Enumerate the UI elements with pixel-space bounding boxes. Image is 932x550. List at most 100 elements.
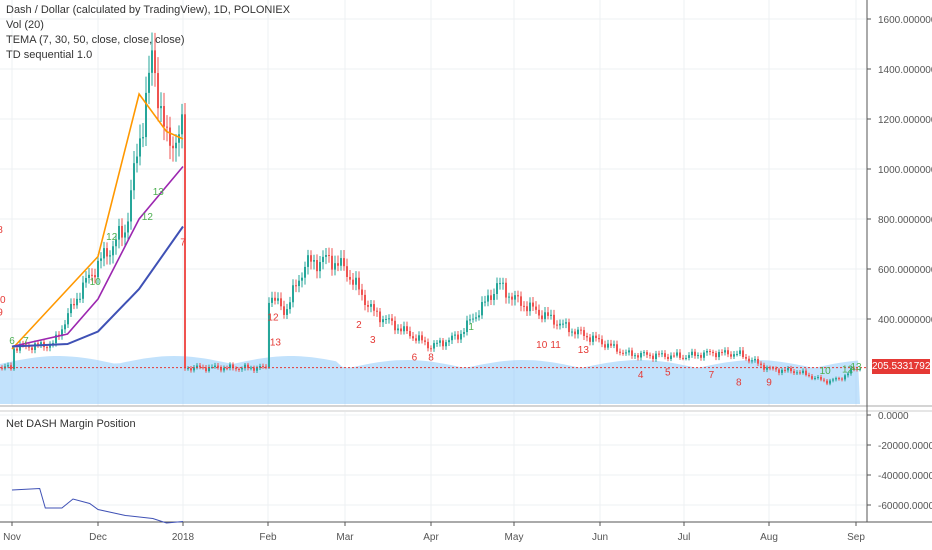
candle-body	[802, 370, 804, 373]
candle-body	[409, 331, 411, 337]
candle-body	[262, 366, 264, 368]
candle-body	[151, 50, 153, 73]
candle-body	[256, 367, 258, 371]
candle-body	[325, 255, 327, 257]
candle-body	[40, 342, 42, 345]
candle-body	[799, 372, 801, 374]
td-label: 7	[23, 336, 29, 347]
candle-body	[370, 304, 372, 307]
candle-body	[91, 274, 93, 276]
candle-body	[196, 365, 198, 368]
candle-body	[250, 367, 252, 369]
td-label: 12	[267, 313, 279, 324]
candle-body	[502, 282, 504, 284]
candle-body	[295, 285, 297, 287]
td-label: 9	[766, 378, 772, 389]
candle-body	[481, 302, 483, 316]
candle-body	[139, 138, 141, 157]
candle-body	[697, 355, 699, 357]
legend: Dash / Dollar (calculated by TradingView…	[6, 3, 290, 63]
candle-body	[463, 332, 465, 334]
candle-body	[532, 302, 534, 307]
candle-body	[604, 344, 606, 348]
candle-body	[214, 365, 216, 368]
candle-body	[553, 314, 555, 325]
td-label: 8	[736, 378, 742, 389]
candle-body	[79, 298, 81, 300]
candle-body	[142, 137, 144, 139]
td-label: 12	[842, 365, 854, 376]
candle-body	[523, 305, 525, 307]
candle-body	[550, 314, 552, 316]
candle-body	[187, 368, 189, 370]
candle-body	[244, 364, 246, 369]
candle-body	[589, 337, 591, 342]
candle-body	[259, 366, 261, 368]
candle-body	[49, 343, 51, 348]
td-label: 12	[106, 232, 118, 243]
candle-body	[124, 232, 126, 238]
candle-body	[160, 106, 162, 109]
candle-body	[796, 372, 798, 374]
td-label: 7	[180, 238, 186, 249]
candle-body	[787, 367, 789, 371]
x-tick-label: 2018	[172, 532, 195, 543]
td-label: 9	[0, 308, 3, 319]
candle-body	[529, 302, 531, 312]
candle-body	[412, 336, 414, 339]
candle-body	[472, 318, 474, 320]
candle-body	[808, 374, 810, 377]
candle-body	[691, 351, 693, 356]
td-label: 11	[550, 340, 561, 351]
candle-body	[229, 364, 231, 369]
candle-body	[466, 320, 468, 333]
candle-body	[304, 266, 306, 278]
candle-body	[319, 262, 321, 272]
candle-body	[103, 248, 105, 259]
candle-body	[67, 313, 69, 325]
candle-body	[76, 298, 78, 306]
candle-body	[247, 364, 249, 368]
candle-body	[505, 282, 507, 298]
candle-body	[331, 255, 333, 270]
candle-body	[640, 352, 642, 358]
candle-body	[517, 295, 519, 297]
candle-body	[478, 315, 480, 318]
candle-body	[406, 326, 408, 332]
candle-body	[661, 353, 663, 355]
candle-body	[451, 335, 453, 341]
td-label: 1	[468, 322, 474, 333]
candle-body	[775, 367, 777, 370]
candle-body	[805, 370, 807, 375]
candle-body	[847, 373, 849, 376]
candle-body	[493, 294, 495, 300]
candle-body	[427, 341, 429, 349]
candle-body	[835, 378, 837, 380]
net-tick-label: 0.0000	[878, 411, 909, 422]
candle-body	[253, 367, 255, 371]
net-tick-label: -20000.0000	[878, 441, 932, 452]
candle-body	[340, 258, 342, 266]
td-label: 4	[638, 370, 644, 381]
candle-body	[190, 368, 192, 371]
candle-body	[205, 367, 207, 372]
td-label: 12	[142, 212, 154, 223]
candle-body	[511, 296, 513, 300]
candle-body	[313, 260, 315, 262]
candle-body	[859, 369, 861, 371]
candle-body	[298, 280, 300, 287]
price-tick-label: 800.00000000	[878, 215, 932, 226]
candle-body	[34, 343, 36, 350]
candle-body	[310, 255, 312, 262]
candle-body	[724, 350, 726, 353]
candle-body	[226, 367, 228, 369]
candle-body	[676, 352, 678, 356]
candle-body	[565, 322, 567, 324]
candle-body	[352, 279, 354, 285]
candle-body	[577, 329, 579, 335]
td-label: 2	[356, 320, 362, 331]
candle-body	[445, 342, 447, 347]
candle-body	[301, 277, 303, 281]
x-tick-label: Jul	[678, 532, 691, 543]
